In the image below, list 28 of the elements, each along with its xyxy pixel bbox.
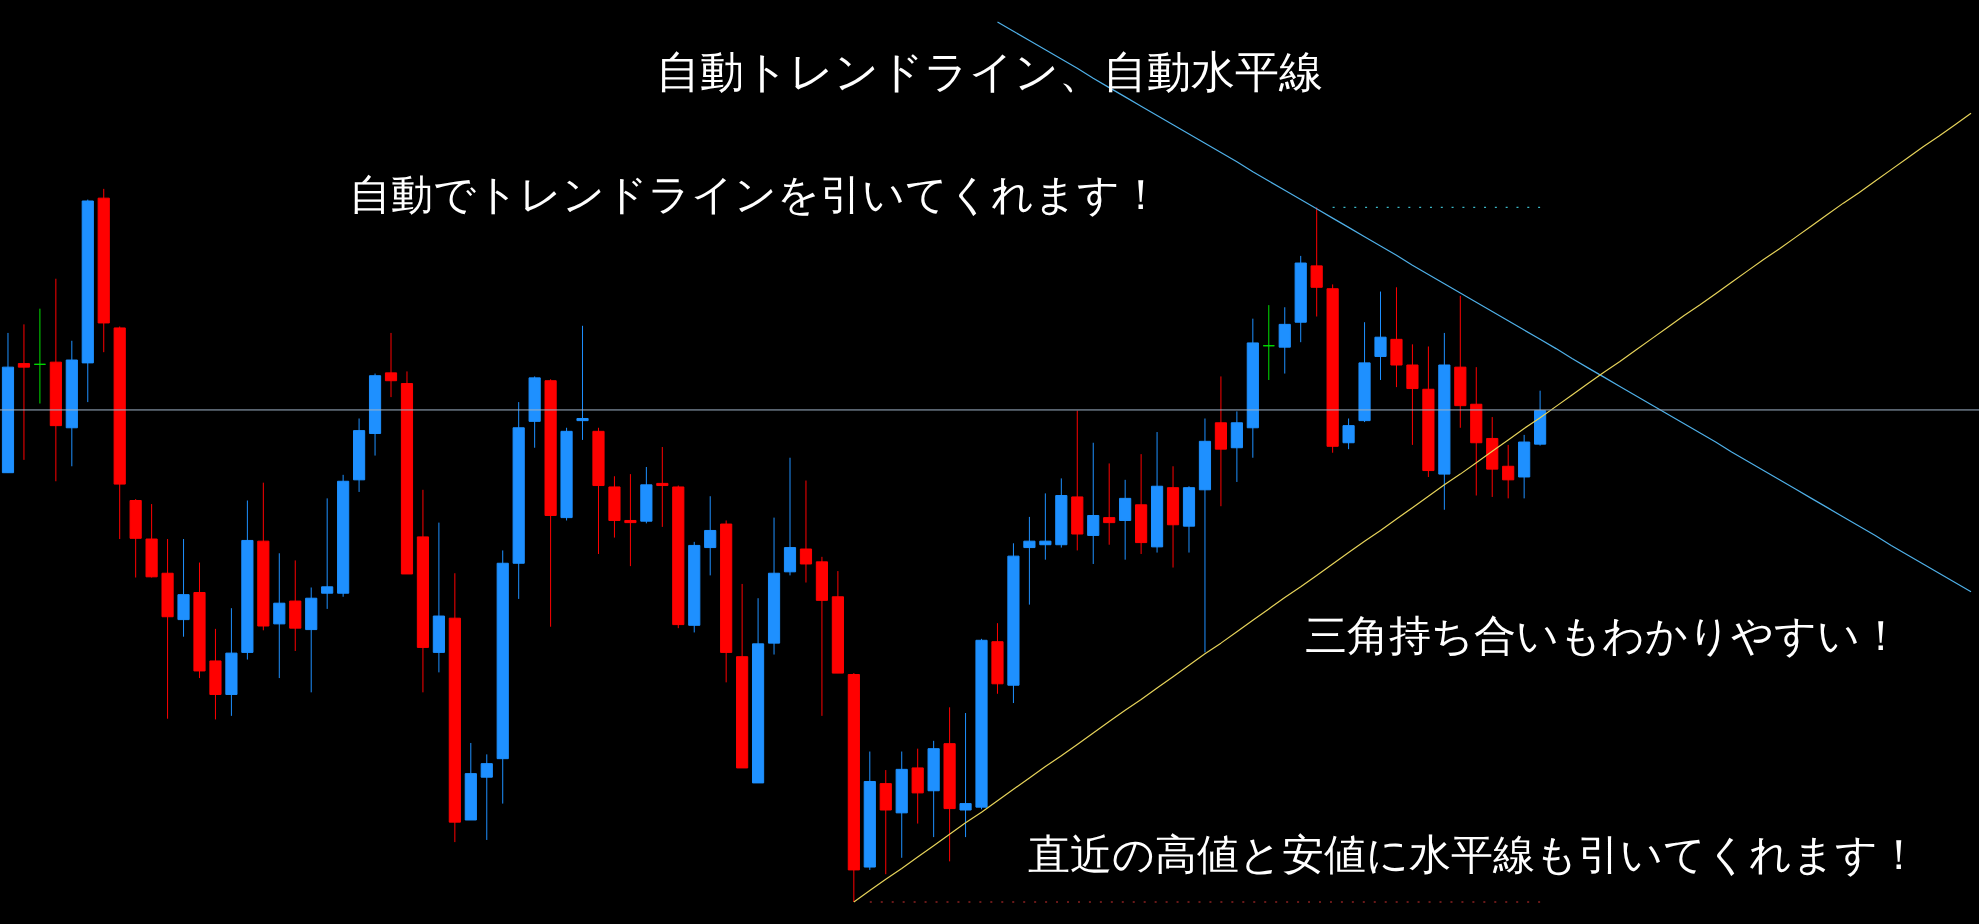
annotation: 直近の高値と安値に水平線も引いてくれます！ (1028, 830, 1920, 879)
candlestick (624, 473, 637, 567)
candlestick (576, 325, 589, 441)
chart-title: 自動トレンドライン、自動水平線 (656, 46, 1323, 97)
candlestick (1103, 462, 1116, 546)
candlestick (1119, 479, 1132, 561)
candlestick (273, 552, 286, 679)
candlestick (1406, 343, 1419, 446)
candlestick (1087, 442, 1100, 565)
candlestick (33, 308, 46, 405)
candlestick (1342, 418, 1355, 450)
candlestick (1262, 304, 1275, 381)
annotation: 三角持ち合いもわかりやすい！ (1304, 611, 1902, 660)
candlestick (1374, 291, 1387, 381)
candlestick (799, 480, 813, 584)
candlestick (656, 446, 669, 528)
candlestick (704, 495, 717, 576)
candlestick (1502, 444, 1515, 499)
candlestick (1023, 516, 1036, 606)
candlestick (321, 497, 334, 610)
candlestick (1310, 206, 1323, 318)
candlestick (1278, 306, 1291, 375)
candlestick (1039, 492, 1052, 561)
candlestick (384, 332, 398, 398)
annotation: 自動でトレンドラインを引いてくれます！ (348, 170, 1162, 219)
candlestick (17, 323, 31, 461)
candlestick (959, 712, 972, 838)
candlestick (480, 753, 493, 841)
